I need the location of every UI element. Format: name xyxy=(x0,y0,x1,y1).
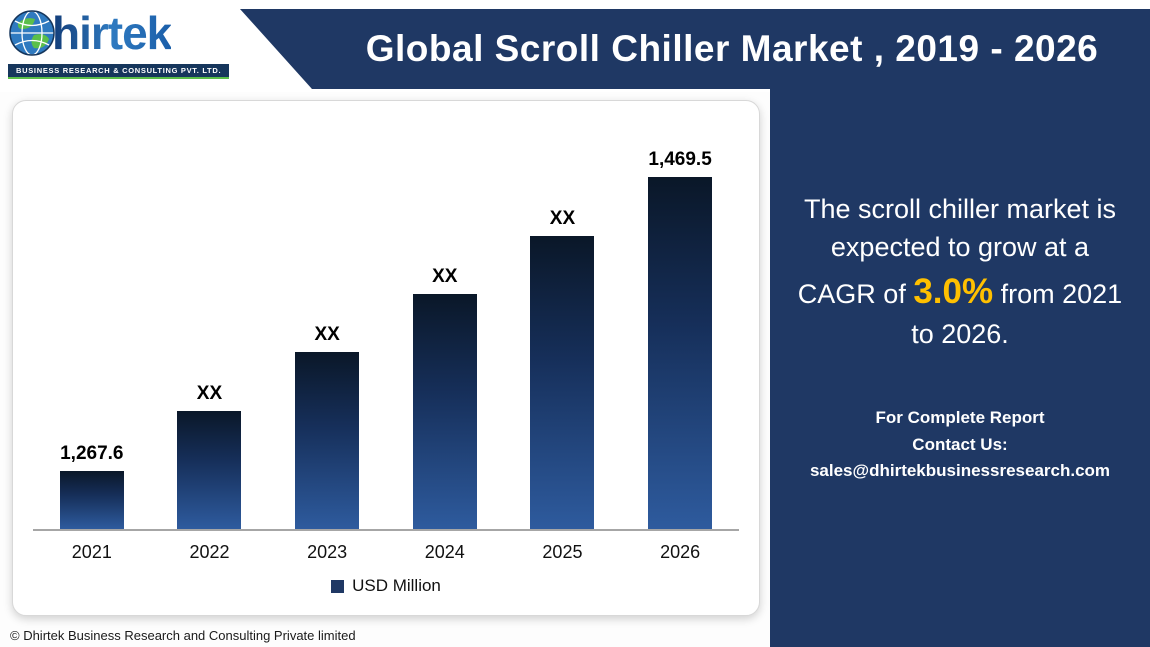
cagr-message-before: The scroll chiller market is expected to… xyxy=(797,194,1117,309)
bar-value-label: XX xyxy=(432,266,458,287)
bar xyxy=(412,294,477,529)
bar-chart-plot: 1,267.6 XX XX XX XX 1,469.5 xyxy=(33,101,739,531)
globe-icon xyxy=(8,9,56,57)
header-band xyxy=(240,9,1150,89)
logo-brand-text: hirtek xyxy=(52,7,172,59)
x-axis-label: 2026 xyxy=(660,542,701,562)
x-axis-label: 2025 xyxy=(542,542,583,562)
contact-block: For Complete Report Contact Us: sales@dh… xyxy=(784,405,1136,484)
bar-value-label: 1,469.5 xyxy=(648,149,712,170)
chart-legend: USD Million xyxy=(33,576,739,596)
x-axis-labels: 2021 2022 2023 2024 2025 2026 xyxy=(33,531,739,563)
bar-column: XX xyxy=(386,266,504,529)
bar-column: 1,469.5 xyxy=(621,149,739,529)
bar-column: XX xyxy=(268,324,386,529)
contact-heading: For Complete Report xyxy=(875,408,1045,428)
contact-email: sales@dhirtekbusinessresearch.com xyxy=(809,461,1111,481)
copyright-text: © Dhirtek Business Research and Consulti… xyxy=(10,628,356,643)
bar xyxy=(177,411,242,529)
cagr-highlight: 3.0% xyxy=(913,271,994,311)
logo-row: hirtek xyxy=(8,6,258,60)
legend-label: USD Million xyxy=(352,576,441,595)
x-axis-label: 2024 xyxy=(424,542,465,562)
bar xyxy=(530,236,595,529)
sidebar: The scroll chiller market is expected to… xyxy=(770,89,1150,647)
legend-swatch-icon xyxy=(331,579,345,593)
bar xyxy=(295,352,360,529)
x-axis-label: 2021 xyxy=(71,542,112,562)
logo: hirtek Business Research & Consulting Pv… xyxy=(8,6,258,79)
x-axis-label: 2022 xyxy=(189,542,230,562)
cagr-message: The scroll chiller market is expected to… xyxy=(792,191,1128,353)
logo-tagline: Business Research & Consulting Pvt. Ltd. xyxy=(8,64,230,79)
bar-value-label: 1,267.6 xyxy=(60,443,124,464)
page-title: Global Scroll Chiller Market , 2019 - 20… xyxy=(365,28,1099,69)
cagr-message-after: from 2021 to 2026. xyxy=(911,278,1123,349)
bar xyxy=(648,177,713,529)
bar-chart: 1,267.6 XX XX XX XX 1,469.5 2021 2022 2023 2024 2… xyxy=(12,100,760,616)
x-axis-label: 2023 xyxy=(307,542,348,562)
contact-subheading: Contact Us: xyxy=(912,434,1008,454)
bar-column: XX xyxy=(504,208,622,529)
bar-column: XX xyxy=(151,383,269,529)
bar-value-label: XX xyxy=(549,208,576,229)
bar-value-label: XX xyxy=(196,383,223,404)
bar-column: 1,267.6 xyxy=(33,443,151,529)
bar xyxy=(59,471,124,529)
bar-value-label: XX xyxy=(314,324,340,345)
header: Global Scroll Chiller Market , 2019 - 20… xyxy=(0,0,1150,92)
